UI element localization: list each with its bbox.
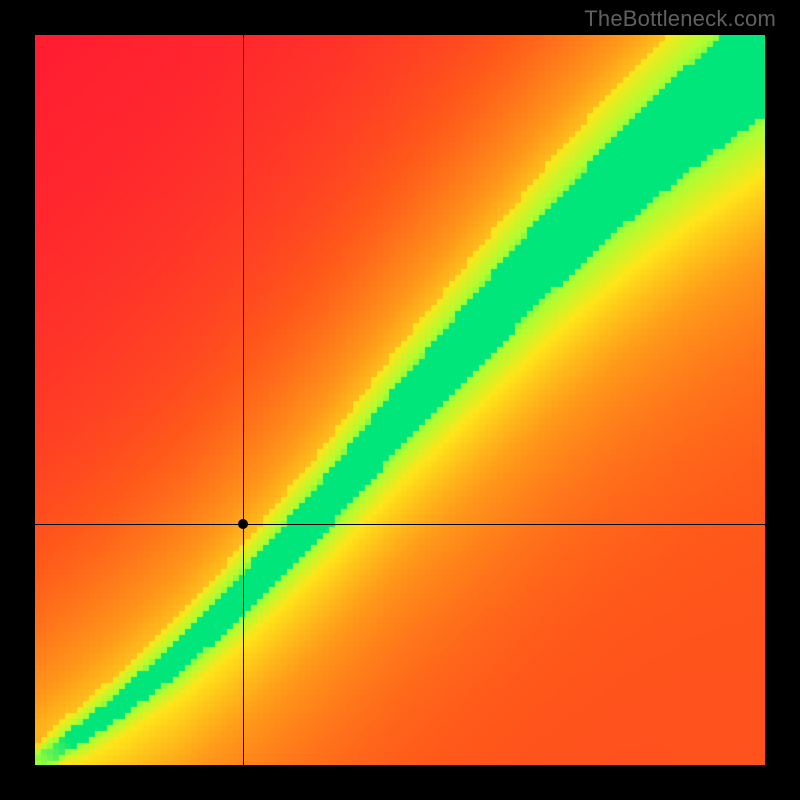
crosshair-horizontal [35,524,765,525]
watermark-text: TheBottleneck.com [584,6,776,32]
heatmap-canvas [35,35,765,765]
plot-area [35,35,765,765]
chart-container: TheBottleneck.com [0,0,800,800]
crosshair-vertical [243,35,244,765]
crosshair-marker [238,519,248,529]
